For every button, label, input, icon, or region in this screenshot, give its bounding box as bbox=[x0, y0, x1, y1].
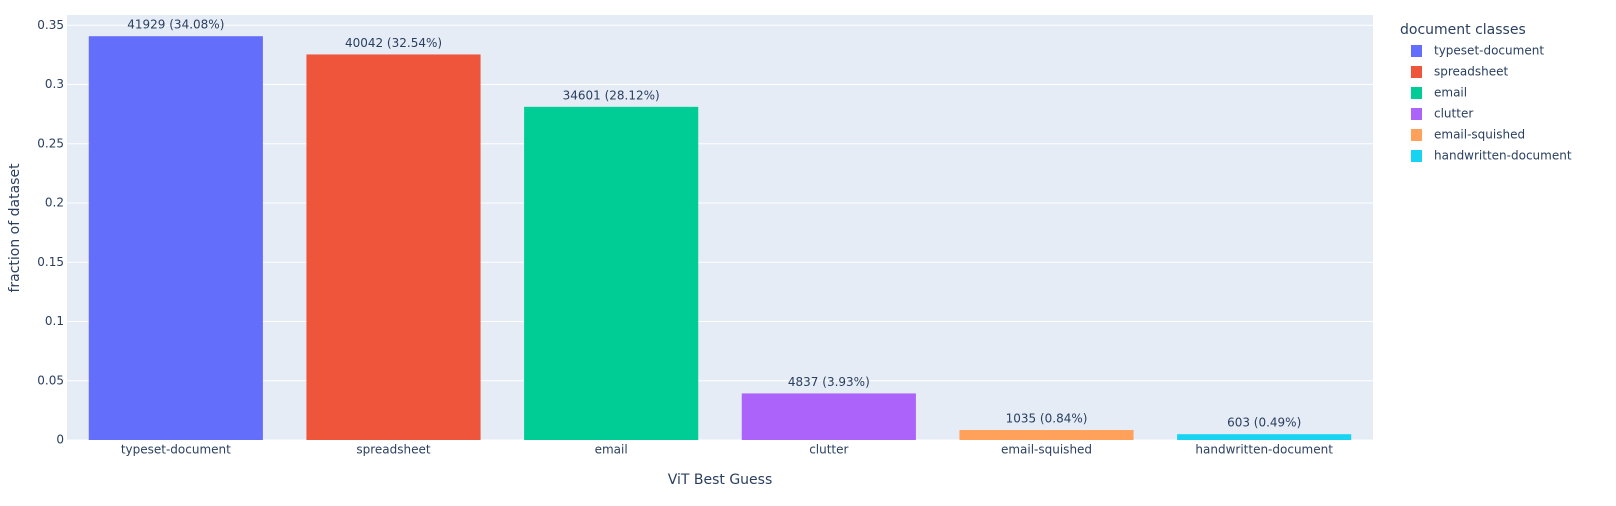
x-tick-label: clutter bbox=[809, 443, 848, 457]
legend-swatch bbox=[1411, 108, 1422, 120]
legend-label: handwritten-document bbox=[1434, 149, 1572, 163]
data-label: 34601 (28.12%) bbox=[563, 88, 660, 102]
legend-swatch bbox=[1411, 87, 1422, 99]
bar bbox=[88, 36, 263, 441]
x-tick-label: spreadsheet bbox=[356, 443, 431, 457]
legend-swatch bbox=[1411, 66, 1422, 78]
legend-swatch bbox=[1411, 45, 1422, 57]
data-label: 41929 (34.08%) bbox=[127, 18, 224, 32]
legend-label: email bbox=[1434, 86, 1467, 100]
legend-label: spreadsheet bbox=[1434, 65, 1509, 79]
x-tick-label: email-squished bbox=[1001, 443, 1092, 457]
legend-title: document classes bbox=[1400, 22, 1526, 38]
legend-label: email-squished bbox=[1434, 128, 1525, 142]
data-label: 4837 (3.93%) bbox=[788, 375, 870, 389]
bar bbox=[741, 393, 916, 440]
bar bbox=[1177, 434, 1352, 440]
y-tick-label: 0 bbox=[56, 433, 64, 447]
bar bbox=[524, 106, 699, 440]
legend-label: typeset-document bbox=[1434, 44, 1544, 58]
y-tick-label: 0.35 bbox=[37, 18, 64, 32]
legend-label: clutter bbox=[1434, 107, 1473, 121]
bar bbox=[306, 54, 481, 440]
data-label: 603 (0.49%) bbox=[1227, 416, 1301, 430]
y-tick-label: 0.2 bbox=[45, 196, 64, 210]
data-label: 1035 (0.84%) bbox=[1006, 412, 1088, 426]
plot-area bbox=[67, 15, 1373, 440]
y-tick-label: 0.3 bbox=[45, 77, 64, 91]
x-tick-label: typeset-document bbox=[121, 443, 231, 457]
legend-swatch bbox=[1411, 150, 1422, 162]
legend-swatch bbox=[1411, 129, 1422, 141]
x-axis-title: ViT Best Guess bbox=[668, 472, 773, 488]
y-tick-label: 0.1 bbox=[45, 314, 64, 328]
y-tick-label: 0.05 bbox=[37, 373, 64, 387]
y-axis-title: fraction of dataset bbox=[7, 163, 23, 293]
y-tick-label: 0.15 bbox=[37, 255, 64, 269]
bar bbox=[959, 430, 1134, 440]
x-tick-label: handwritten-document bbox=[1195, 443, 1333, 457]
y-tick-label: 0.25 bbox=[37, 136, 64, 150]
data-label: 40042 (32.54%) bbox=[345, 36, 442, 50]
x-tick-label: email bbox=[595, 443, 628, 457]
